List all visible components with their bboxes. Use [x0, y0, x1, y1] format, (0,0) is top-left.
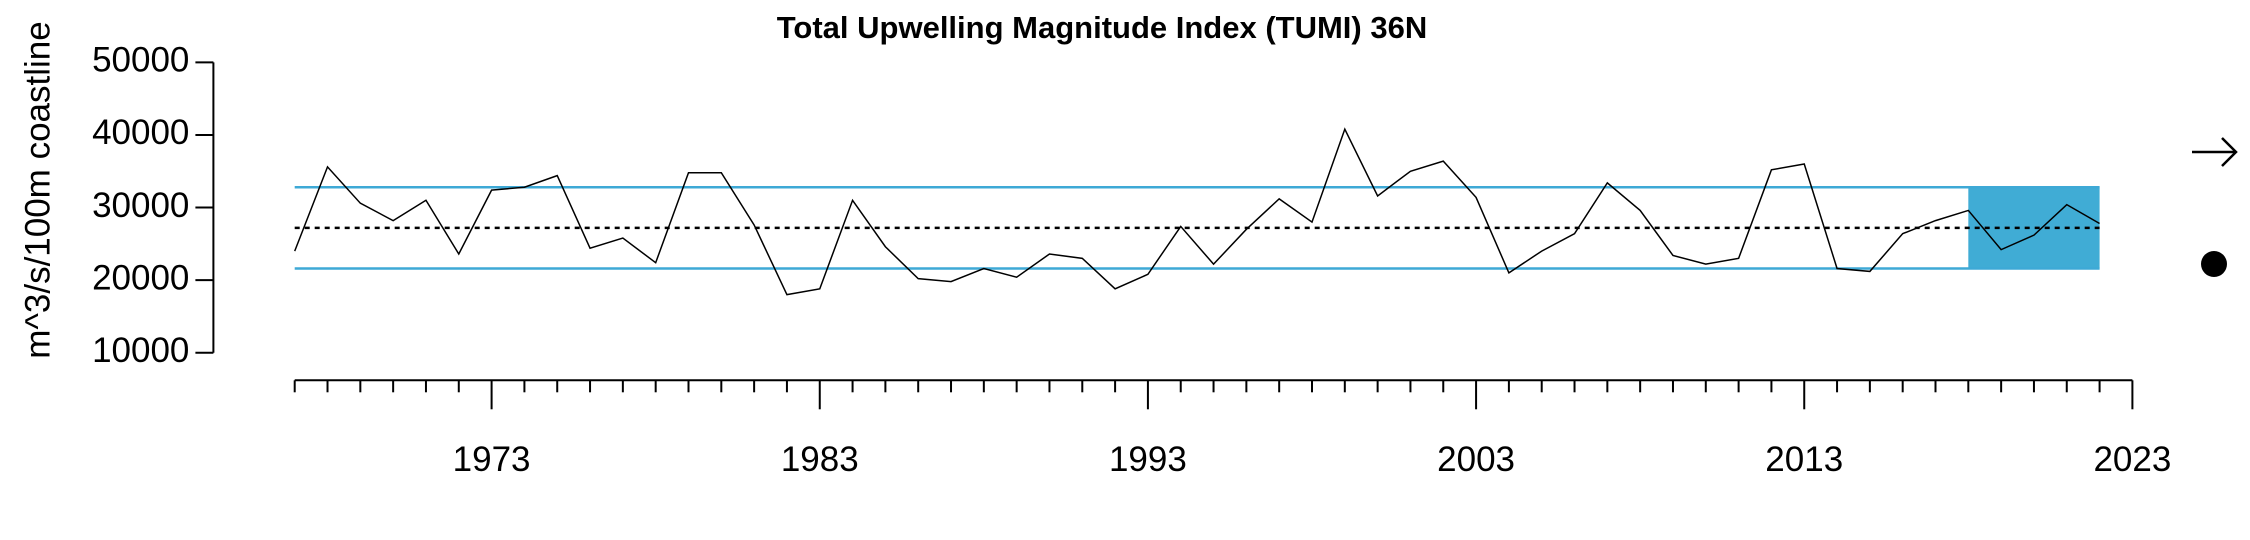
y-tick-label: 40000 — [92, 113, 189, 152]
y-tick-label: 20000 — [92, 258, 189, 297]
trend-dot — [2201, 251, 2227, 277]
data-line — [294, 127, 2100, 296]
y-tick-label: 30000 — [92, 186, 189, 225]
x-tick-label: 2023 — [2093, 440, 2171, 479]
x-tick-label: 2013 — [1765, 440, 1843, 479]
chart-title: Total Upwelling Magnitude Index (TUMI) 3… — [777, 10, 1427, 45]
y-axis-label: m^3/s/100m coastline — [18, 21, 57, 358]
x-tick-label: 2003 — [1437, 440, 1515, 479]
y-tick-label: 50000 — [92, 41, 189, 80]
x-tick-label: 1993 — [1109, 440, 1187, 479]
trend-arrow-head — [2221, 137, 2238, 167]
x-tick-label: 1973 — [453, 440, 531, 479]
y-tick-label: 10000 — [92, 331, 189, 370]
x-tick-label: 1983 — [781, 440, 859, 479]
